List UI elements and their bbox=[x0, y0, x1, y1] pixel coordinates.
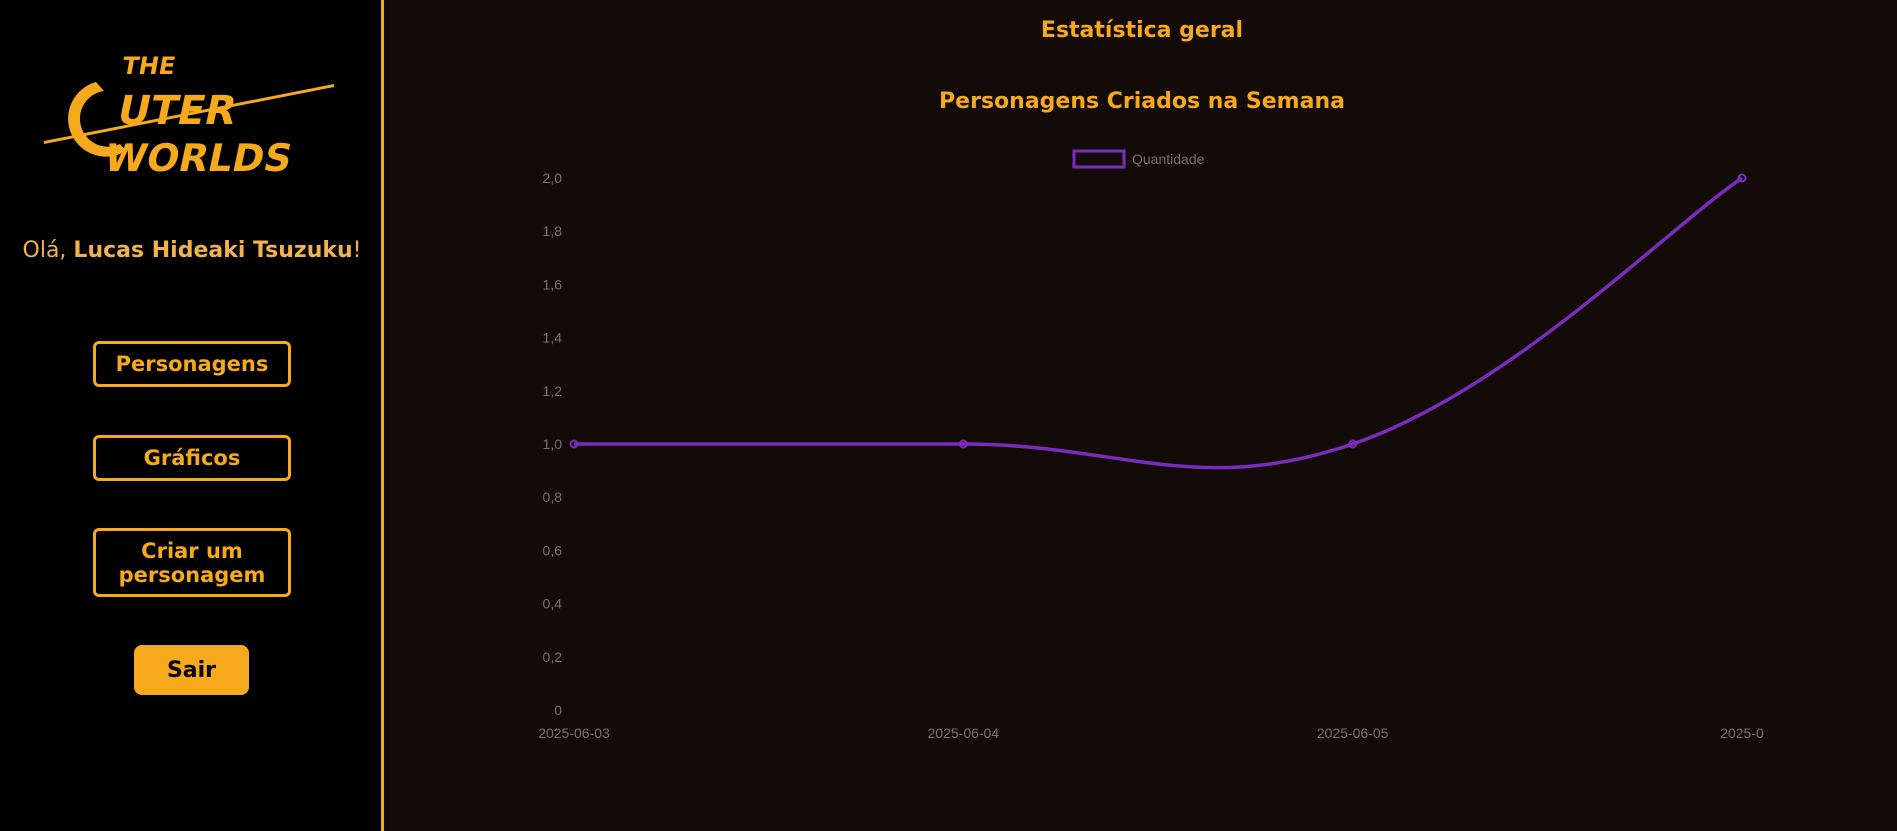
chart-legend[interactable]: Quantidade bbox=[1072, 149, 1205, 169]
svg-text:UTER: UTER bbox=[113, 86, 241, 133]
svg-text:THE: THE bbox=[120, 52, 178, 80]
y-tick-label: 1,2 bbox=[543, 383, 563, 399]
series-line bbox=[574, 176, 1743, 470]
criar-personagem-button[interactable]: Criar um personagem bbox=[93, 528, 291, 597]
y-tick-label: 1,4 bbox=[543, 330, 563, 346]
y-tick-label: 0 bbox=[554, 702, 562, 718]
greeting-prefix: Olá, bbox=[22, 238, 74, 263]
legend-label: Quantidade bbox=[1132, 151, 1205, 167]
svg-text:WORLDS: WORLDS bbox=[100, 136, 296, 181]
x-tick-label: 2025-06-05 bbox=[1317, 725, 1389, 741]
data-point[interactable] bbox=[1737, 173, 1747, 183]
y-axis: 0 0,2 0,4 0,6 0,8 1,0 1,2 1,4 1,6 1,8 2,0 bbox=[543, 170, 563, 718]
legend-swatch bbox=[1072, 149, 1126, 169]
chart-title: Personagens Criados na Semana bbox=[939, 89, 1345, 114]
y-tick-label: 1,0 bbox=[543, 436, 563, 452]
series-points bbox=[569, 173, 1747, 449]
y-tick-label: 0,4 bbox=[543, 596, 563, 612]
data-point[interactable] bbox=[569, 439, 579, 449]
y-tick-label: 0,8 bbox=[543, 489, 563, 505]
data-point[interactable] bbox=[958, 439, 968, 449]
user-name: Lucas Hideaki Tsuzuku bbox=[73, 238, 353, 263]
personagens-button[interactable]: Personagens bbox=[93, 341, 291, 387]
x-tick-label: 2025-06-04 bbox=[928, 725, 1000, 741]
sidebar: THE UTER WORLDS Olá, Lucas Hideaki Tsuzu… bbox=[0, 0, 384, 831]
graficos-button[interactable]: Gráficos bbox=[93, 435, 291, 481]
outer-worlds-logo: THE UTER WORLDS bbox=[44, 52, 334, 181]
page-title: Estatística geral bbox=[1040, 18, 1244, 43]
y-tick-label: 1,8 bbox=[543, 223, 563, 239]
x-tick-label: 2025-06-03 bbox=[538, 725, 610, 741]
greeting-suffix: ! bbox=[352, 238, 362, 263]
line-chart: Quantidade 0 0,2 0,4 0,6 0,8 1,0 1,2 1,4 1,6 1,8 2… bbox=[538, 149, 1764, 741]
y-tick-label: 1,6 bbox=[543, 276, 563, 292]
x-tick-label: 2025-0 bbox=[1720, 725, 1764, 741]
data-point[interactable] bbox=[1348, 439, 1358, 449]
y-tick-label: 0,6 bbox=[543, 542, 563, 558]
y-tick-label: 2,0 bbox=[543, 170, 563, 186]
logout-button[interactable]: Sair bbox=[134, 645, 249, 695]
y-tick-label: 0,2 bbox=[543, 649, 563, 665]
greeting: Olá, Lucas Hideaki Tsuzuku! bbox=[0, 238, 384, 263]
x-axis: 2025-06-03 2025-06-04 2025-06-05 2025-0 bbox=[538, 725, 1764, 741]
